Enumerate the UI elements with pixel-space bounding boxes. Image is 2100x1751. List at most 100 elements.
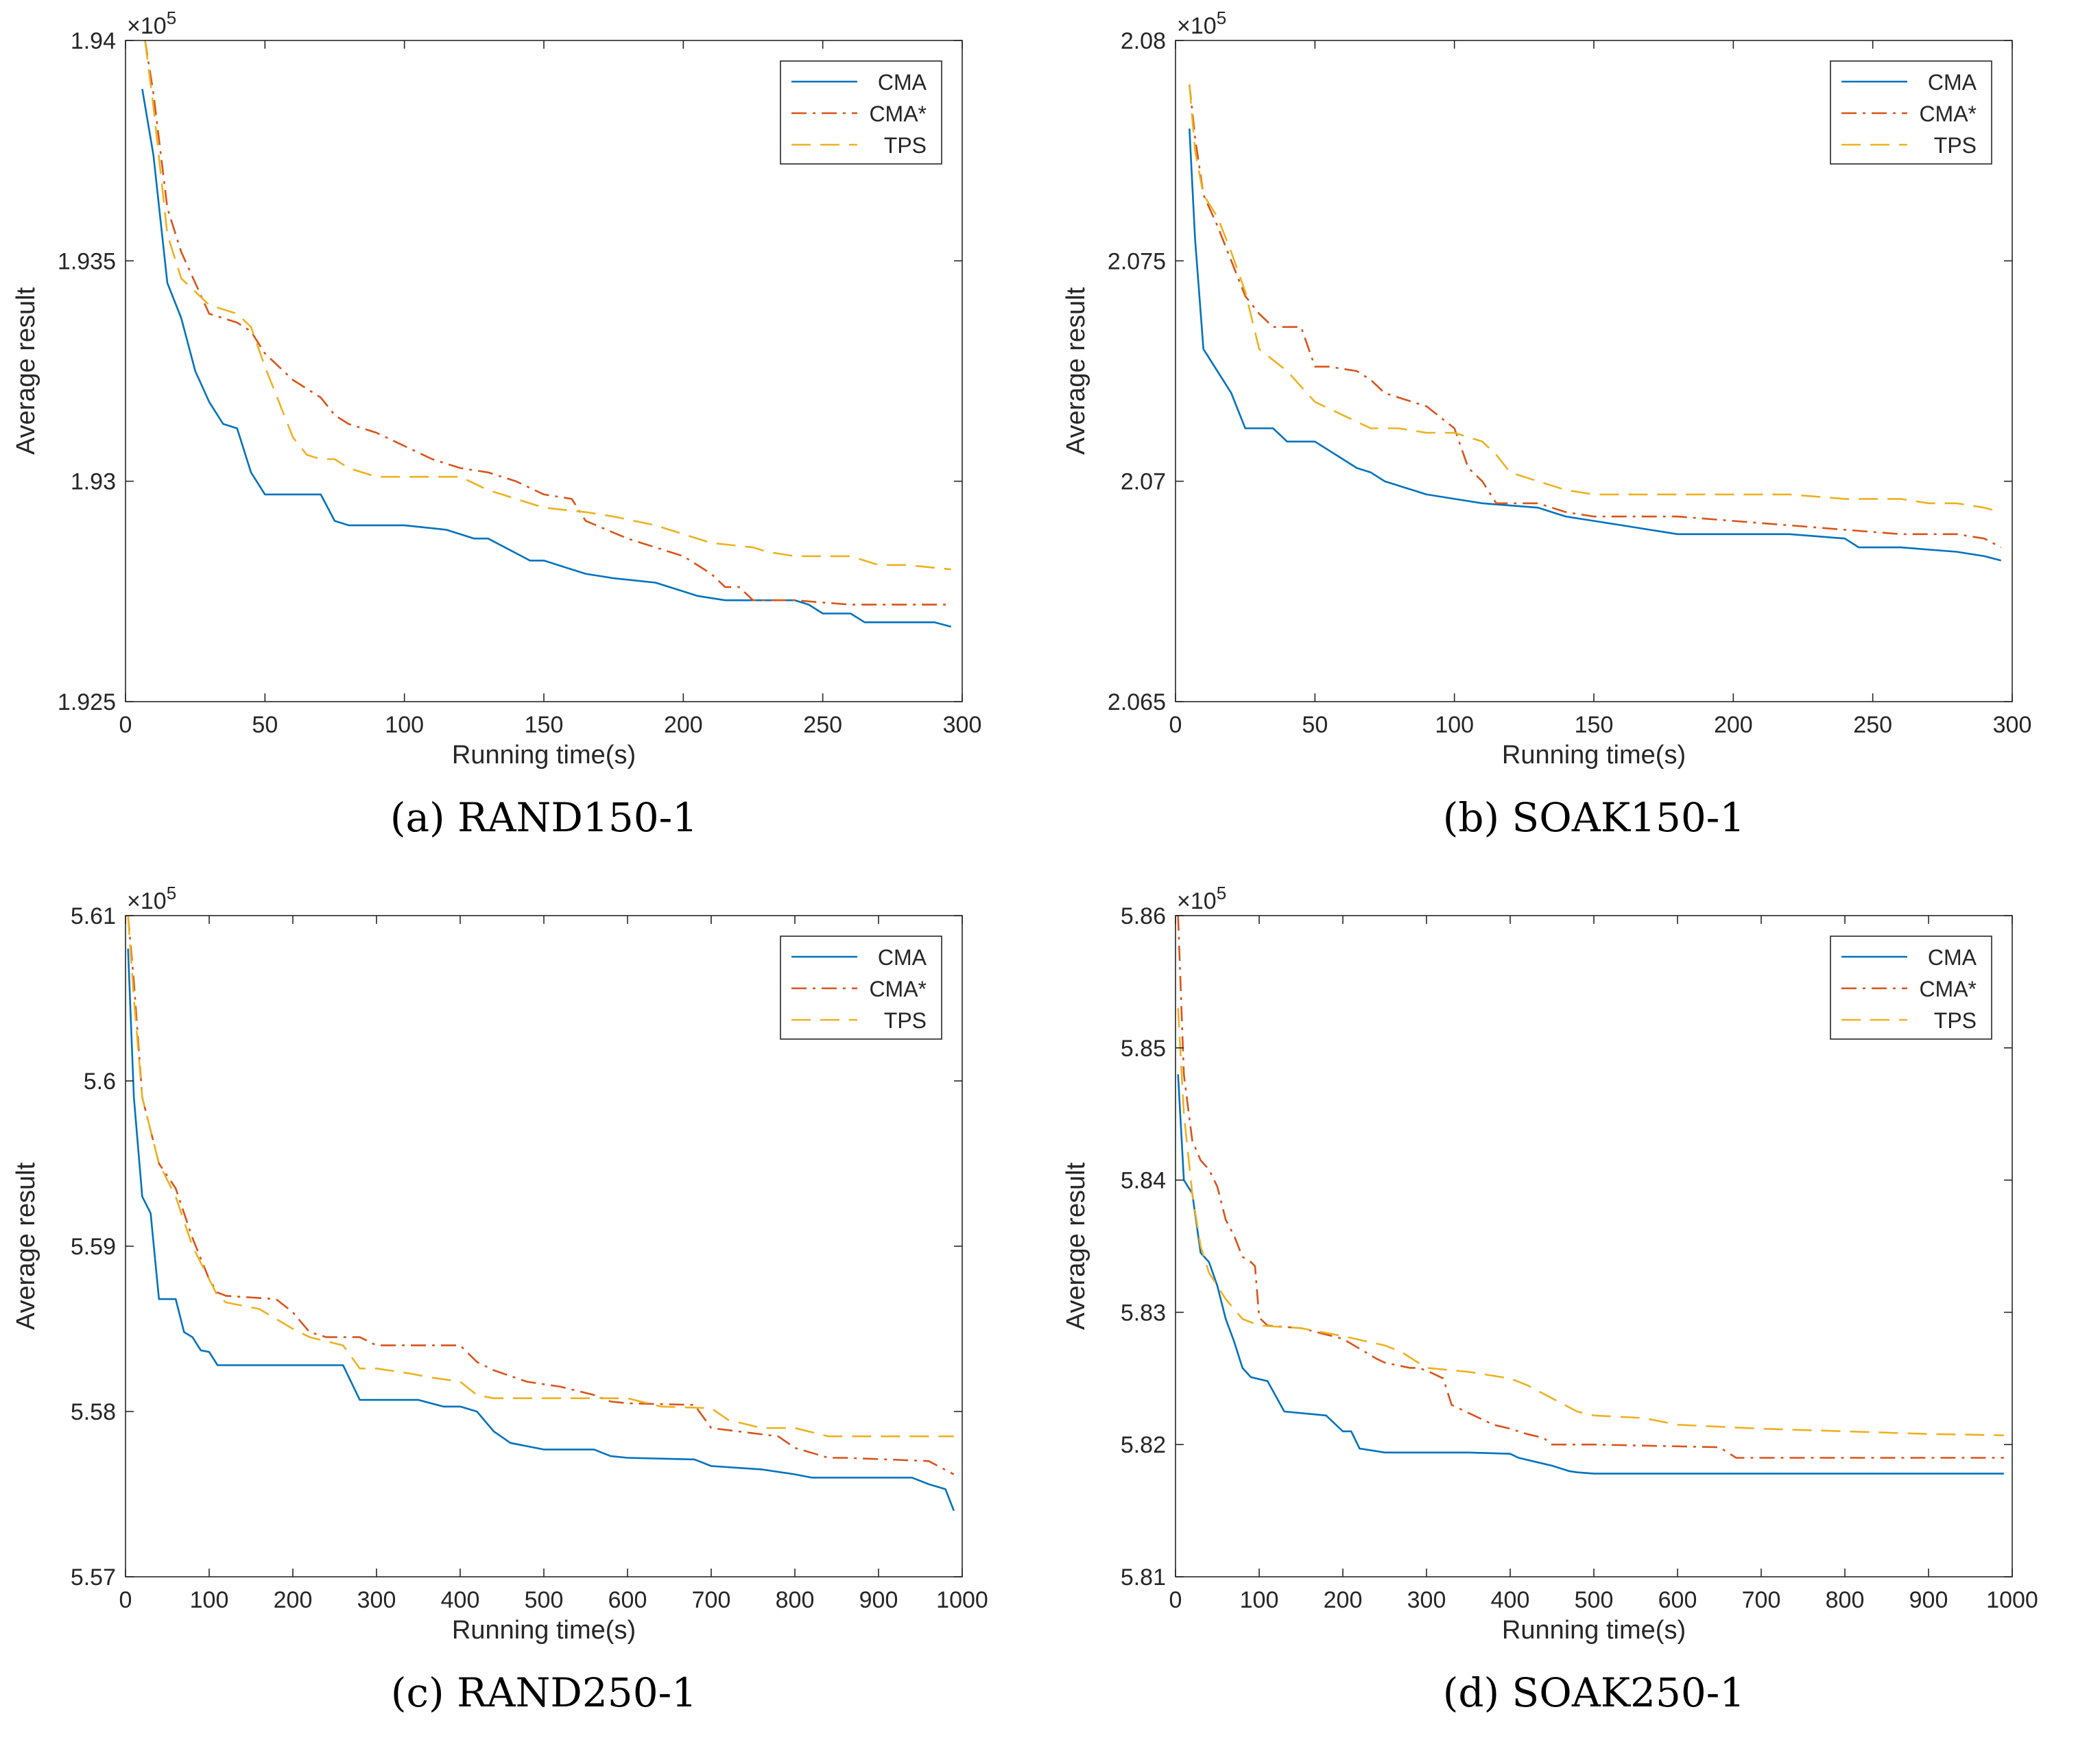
legend-box — [780, 60, 942, 165]
x-tick-label: 500 — [1575, 1587, 1614, 1613]
x-tick-label: 0 — [1169, 712, 1182, 738]
y-tick-label: 5.83 — [1121, 1300, 1166, 1326]
chart-d: 0 100 200 300 400 500 600 700 800 900 1000 5.81 5.82… — [1062, 883, 2038, 1716]
y-exponent-label: ×105 — [1177, 883, 1226, 914]
y-tick-label: 5.82 — [1121, 1432, 1166, 1458]
x-tick-label: 900 — [859, 1587, 898, 1613]
series-line-cma-star — [1189, 84, 2002, 549]
x-tick-label: 50 — [1302, 712, 1328, 738]
x-tick-label: 200 — [274, 1587, 313, 1613]
x-tick-label: 1000 — [1986, 1587, 2038, 1613]
x-tick-label: 150 — [525, 712, 564, 738]
chart-b: 0 50 100 150 200 250 300 2.065 2.07 2.075 2.08 ×105… — [1062, 8, 2032, 841]
x-tick-label: 200 — [1714, 712, 1753, 738]
legend-box — [1830, 936, 1992, 1040]
x-tick-label: 800 — [1826, 1587, 1865, 1613]
x-tick-label: 100 — [1435, 712, 1474, 738]
x-tick-label: 700 — [692, 1587, 731, 1613]
x-tick-label: 300 — [1407, 1587, 1446, 1613]
x-tick-label: 100 — [190, 1587, 229, 1613]
legend-label: CMA* — [869, 102, 927, 126]
chart-a: 0 50 100 150 200 250 300 1.925 1.93 1.935 1.94 ×105… — [12, 8, 981, 841]
y-tick-label: 5.84 — [1121, 1168, 1166, 1194]
y-tick-label: 2.08 — [1121, 28, 1166, 54]
series-line-tps — [1189, 84, 2002, 513]
y-exponent-power: 5 — [1217, 8, 1226, 28]
chart-panel-a: 0 50 100 150 200 250 300 1.925 1.93 1.935 1.94 ×105… — [0, 0, 1050, 875]
y-tick-label: 5.57 — [71, 1564, 116, 1591]
series-line-tps — [1177, 1008, 2004, 1436]
series-line-tps — [127, 916, 954, 1438]
x-tick-label: 250 — [803, 712, 842, 738]
series-line-tps — [144, 40, 951, 571]
legend-label: CMA — [878, 945, 927, 970]
y-exponent-label: ×105 — [127, 883, 176, 914]
y-tick-label: 5.86 — [1121, 903, 1166, 929]
chart-panel-c: 0 100 200 300 400 500 600 700 800 900 1000 5.57 5.58… — [0, 875, 1050, 1750]
y-tick-label: 2.065 — [1108, 689, 1166, 715]
x-tick-label: 500 — [525, 1587, 564, 1613]
x-tick-label: 700 — [1742, 1587, 1781, 1613]
x-tick-label: 400 — [1491, 1587, 1530, 1613]
y-exponent-base: ×10 — [127, 13, 167, 39]
x-tick-label: 900 — [1909, 1587, 1948, 1613]
series-line-cma — [141, 88, 952, 628]
y-tick-label: 5.58 — [71, 1399, 116, 1425]
x-tick-label: 300 — [357, 1587, 396, 1613]
y-exponent-power: 5 — [167, 883, 176, 903]
y-exponent-label: ×105 — [1177, 8, 1226, 39]
x-tick-label: 0 — [1169, 1587, 1182, 1613]
x-tick-label: 400 — [441, 1587, 480, 1613]
legend-box — [1830, 60, 1992, 165]
y-tick-label: 1.935 — [58, 248, 116, 274]
legend-label: CMA* — [869, 977, 927, 1001]
y-exponent-label: ×105 — [127, 8, 176, 39]
y-exponent-base: ×10 — [1177, 888, 1217, 914]
chart-panel-d: 0 100 200 300 400 500 600 700 800 900 1000 5.81 5.82… — [1050, 875, 2100, 1750]
series-line-cma — [1177, 1074, 2004, 1475]
x-axis-label: Running time(s) — [1502, 741, 1686, 770]
x-tick-label: 600 — [608, 1587, 647, 1613]
x-tick-label: 200 — [1324, 1587, 1363, 1613]
legend-label: CMA — [1928, 945, 1977, 970]
y-tick-label: 1.94 — [71, 28, 116, 54]
figure-caption: (b) SOAK150-1 — [1443, 794, 1745, 841]
x-tick-label: 100 — [1240, 1587, 1279, 1613]
x-axis-label: Running time(s) — [452, 741, 636, 770]
x-tick-label: 150 — [1575, 712, 1614, 738]
x-tick-label: 250 — [1853, 712, 1892, 738]
x-tick-label: 800 — [776, 1587, 815, 1613]
x-axis-label: Running time(s) — [1502, 1616, 1686, 1645]
x-tick-label: 300 — [1993, 712, 2032, 738]
y-tick-label: 5.81 — [1121, 1564, 1166, 1591]
x-tick-label: 0 — [119, 1587, 132, 1613]
series-line-cma — [127, 949, 955, 1512]
figure-caption: (a) RAND150-1 — [390, 794, 697, 841]
y-tick-label: 5.6 — [84, 1069, 116, 1095]
series-line-cma — [1189, 128, 2002, 562]
x-tick-label: 600 — [1658, 1587, 1697, 1613]
x-tick-label: 200 — [664, 712, 703, 738]
y-tick-label: 2.07 — [1121, 469, 1166, 495]
legend-label: CMA — [878, 70, 927, 95]
y-tick-label: 5.59 — [71, 1234, 116, 1260]
y-tick-label: 5.61 — [71, 903, 116, 929]
x-axis-label: Running time(s) — [452, 1616, 636, 1645]
series-line-cma-star — [127, 916, 955, 1475]
legend-box — [780, 936, 942, 1040]
y-tick-label: 2.075 — [1108, 248, 1166, 274]
chart-c: 0 100 200 300 400 500 600 700 800 900 1000 5.57 5.58… — [12, 883, 988, 1716]
legend-label: CMA* — [1919, 102, 1977, 126]
y-axis-label: Average result — [12, 287, 40, 455]
y-exponent-base: ×10 — [127, 888, 167, 914]
y-tick-label: 1.93 — [71, 469, 116, 495]
y-tick-label: 5.85 — [1121, 1036, 1166, 1062]
series-line-cma-star — [144, 40, 951, 606]
x-tick-label: 0 — [119, 712, 132, 738]
x-tick-label: 1000 — [936, 1587, 988, 1613]
legend-label: TPS — [884, 133, 927, 158]
series-line-cma-star — [1177, 916, 2004, 1459]
legend-label: CMA* — [1919, 977, 1977, 1001]
figure-caption: (c) RAND250-1 — [391, 1669, 697, 1716]
y-axis-label: Average result — [1062, 287, 1090, 455]
